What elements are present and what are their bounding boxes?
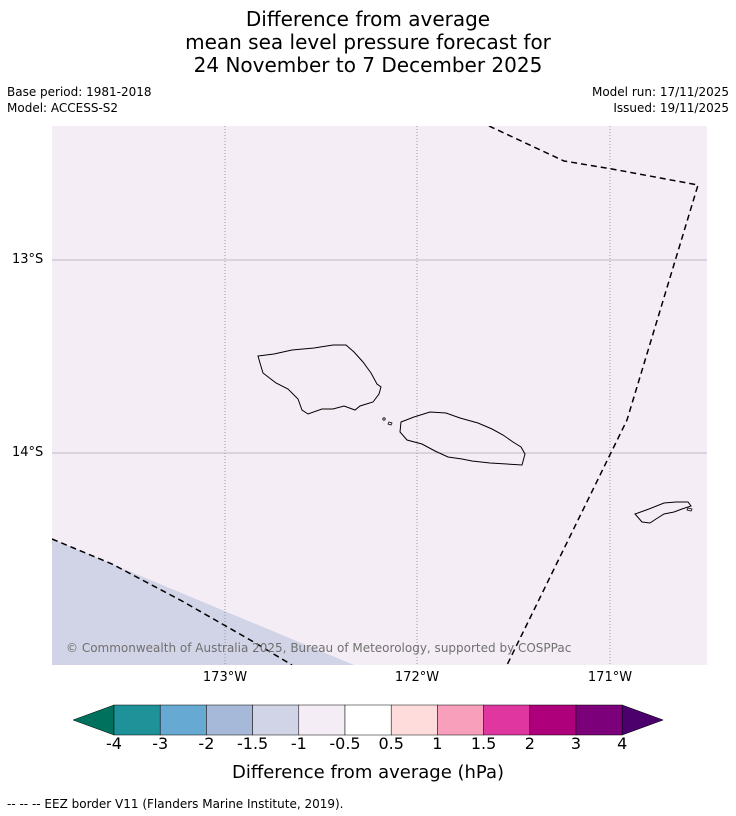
colorbar-bin [483,704,531,736]
colorbar-over-arrow [621,704,664,736]
colorbar-tick-label: 4 [617,734,628,753]
island-savaii [257,344,382,415]
lon-label-172w: 172°W [394,670,440,685]
map-title: Difference from average mean sea level p… [0,8,736,77]
colorbar-tick-label: -4 [106,734,122,753]
issued-date: Issued: 19/11/2025 [613,101,729,115]
colorbar-bin [252,704,300,736]
eez-border-note: -- -- -- EEZ border V11 (Flanders Marine… [7,797,344,811]
island-upolu [399,411,526,466]
colorbar-tick-label: 0.5 [378,734,404,753]
colorbar-tick-label: 1 [432,734,443,753]
run-info: Model run: 17/11/2025 Issued: 19/11/2025 [592,84,729,116]
copyright-notice: © Commonwealth of Australia 2025, Bureau… [66,641,572,655]
colorbar-tick-label: 3 [570,734,582,753]
colorbar-bin [344,704,392,736]
map-background [52,126,707,665]
colorbar [72,704,664,740]
model-name: Model: ACCESS-S2 [7,101,119,115]
colorbar-tick-label: -2 [198,734,215,753]
title-line-3: 24 November to 7 December 2025 [193,53,543,77]
eez-border-southwest [52,538,293,665]
colorbar-bin [298,704,346,736]
colorbar-bin [529,704,577,736]
colorbar-bin [390,704,438,736]
colorbar-svg [72,704,664,736]
lat-label-13s: 13°S [12,252,44,267]
colorbar-tick-label: 1.5 [470,734,497,753]
colorbar-tick-label: -3 [152,734,169,753]
island-aunuu [686,507,693,512]
colorbar-tick-label: -1 [290,734,307,753]
colorbar-under-arrow [72,704,115,736]
colorbar-bin [575,704,623,736]
colorbar-bin [159,704,207,736]
colorbar-bin [437,704,484,736]
lon-label-171w: 171°W [587,670,633,685]
colorbar-tick-label: 2 [524,734,535,753]
island-tutuila [634,501,692,524]
eez-border-east [488,126,699,665]
lon-label-173w: 173°W [202,670,248,685]
map-canvas [52,126,707,665]
model-info: Base period: 1981-2018 Model: ACCESS-S2 [7,84,152,116]
title-line-2: mean sea level pressure forecast for [185,30,551,54]
title-line-1: Difference from average [245,7,491,31]
colorbar-tick-label: -1.5 [236,734,269,753]
map-panel: © Commonwealth of Australia 2025, Bureau… [52,126,707,665]
lat-label-14s: 14°S [12,445,44,460]
colorbar-tick-label: -0.5 [329,734,361,753]
colorbar-bin [206,704,253,736]
base-period: Base period: 1981-2018 [7,85,152,99]
lower-pressure-region [52,539,354,665]
model-run: Model run: 17/11/2025 [591,85,729,99]
colorbar-bin [113,704,161,736]
island-apolima [387,421,393,426]
colorbar-title: Difference from average (hPa) [231,762,505,783]
island-manono [382,417,386,421]
